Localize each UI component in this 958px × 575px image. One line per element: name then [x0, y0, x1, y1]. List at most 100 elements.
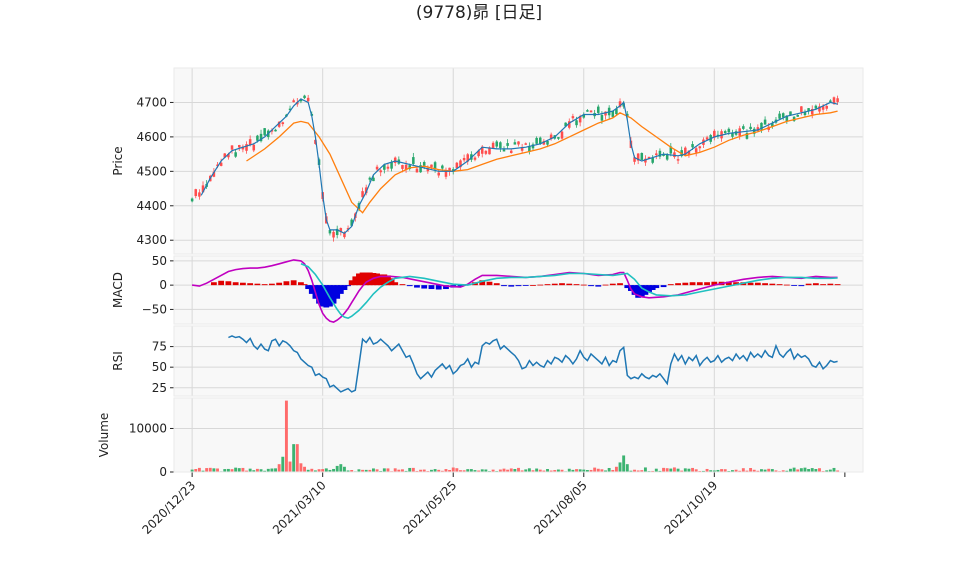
candle-body: [524, 143, 528, 145]
macd-hist-bar: [385, 275, 391, 286]
volume-bar: [201, 470, 205, 472]
candle-body: [578, 116, 582, 123]
macd-hist-bar: [225, 281, 232, 286]
candle-body: [212, 171, 216, 177]
volume-bar: [299, 463, 303, 472]
candle-body: [575, 120, 578, 126]
candle-body: [640, 153, 644, 160]
candle-body: [727, 128, 731, 133]
macd-hist-bar: [515, 285, 522, 287]
macd-hist-bar: [682, 282, 689, 286]
volume-bar: [571, 469, 575, 472]
volume-bar: [600, 469, 604, 472]
candle-body: [549, 134, 553, 140]
candle-body: [426, 168, 430, 172]
x-axis: 2020/12/23 2021/03/10 2021/05/25 2021/08/05…: [139, 472, 846, 537]
volume-bar: [643, 467, 647, 472]
volume-bar: [197, 467, 201, 472]
volume-bar: [433, 469, 437, 472]
volume-bar: [810, 468, 814, 472]
volume-bar: [618, 462, 622, 472]
candle-body: [676, 159, 680, 161]
macd-hist-bar: [345, 285, 351, 287]
volume-bar: [317, 469, 321, 472]
volume-bar: [781, 470, 785, 472]
macd-hist-bar: [247, 283, 254, 286]
candle-body: [517, 141, 520, 145]
candle-body: [723, 131, 727, 134]
volume-bar: [393, 468, 397, 472]
candle-body: [412, 157, 415, 164]
candle-body: [451, 169, 455, 172]
volume-bar: [593, 467, 597, 472]
macd-hist-bar: [696, 282, 703, 286]
ma-short-line: [200, 98, 838, 235]
candle-body: [691, 144, 694, 148]
candle-body: [836, 98, 839, 102]
candle-body: [219, 162, 223, 166]
volume-bar: [785, 470, 789, 472]
candle-body: [238, 145, 241, 148]
volume-bar: [701, 470, 705, 472]
volume-bar: [281, 456, 285, 472]
candle-body: [227, 153, 230, 158]
y-tick-label: −50: [142, 302, 167, 316]
macd-hist-bar: [754, 282, 761, 286]
candle-body: [281, 122, 285, 125]
macd-hist-bar: [298, 282, 304, 286]
x-tick-label: 2020/12/23: [139, 478, 198, 537]
macd-hist-bar: [827, 283, 834, 286]
volume-bar: [549, 470, 553, 472]
candle-body: [230, 145, 234, 150]
macd-hist-bar: [486, 281, 493, 286]
volume-bar: [321, 469, 325, 472]
volume-bar: [335, 465, 339, 472]
macd-hist-bar: [530, 285, 536, 286]
candle-body: [216, 164, 219, 167]
y-tick-label: 50: [152, 254, 167, 268]
candle-body: [346, 228, 350, 230]
macd-hist-bar: [805, 283, 812, 286]
panel-frame: [173, 325, 864, 397]
candle-body: [800, 106, 803, 112]
volume-bar: [614, 466, 618, 472]
volume-bar: [687, 468, 691, 472]
volume-bar: [324, 468, 328, 472]
candle-body: [520, 147, 524, 151]
macd-hist-bar: [624, 285, 631, 289]
volume-bar: [288, 461, 292, 472]
macd-hist-bar: [399, 284, 406, 286]
candle-body: [495, 141, 499, 147]
candle-body: [542, 140, 546, 145]
volume-bar: [230, 469, 234, 472]
volume-bar: [404, 470, 408, 472]
macd-hist-bar: [725, 281, 732, 286]
y-tick-label: 50: [152, 360, 167, 374]
candle-body: [810, 108, 814, 115]
macd-hist-bar: [776, 284, 783, 286]
candle-body: [687, 150, 691, 155]
volume-bar: [415, 470, 419, 472]
candle-body: [480, 146, 484, 154]
volume-bar: [738, 470, 742, 472]
y-tick-label: 4700: [136, 95, 167, 109]
volume-bar: [462, 470, 466, 472]
candle-body: [364, 187, 368, 194]
x-tick-label: 2021/10/19: [662, 478, 721, 537]
volume-bar: [825, 470, 829, 472]
volume-bar: [401, 469, 404, 472]
y-tick-label: 0: [159, 278, 167, 292]
volume-bar: [368, 469, 372, 472]
volume-bar: [455, 468, 459, 472]
macd-hist-bar: [508, 285, 515, 287]
candle-body: [560, 131, 564, 139]
volume-bar: [582, 469, 586, 472]
candle-body: [201, 185, 205, 193]
candle-body: [821, 106, 825, 110]
volume-bar: [451, 467, 455, 472]
candle-body: [814, 105, 818, 109]
macd-hist-bar: [537, 284, 544, 286]
macd-hist-bar: [374, 273, 380, 286]
macd-hist-bar: [210, 282, 217, 286]
candle-body: [277, 121, 281, 127]
